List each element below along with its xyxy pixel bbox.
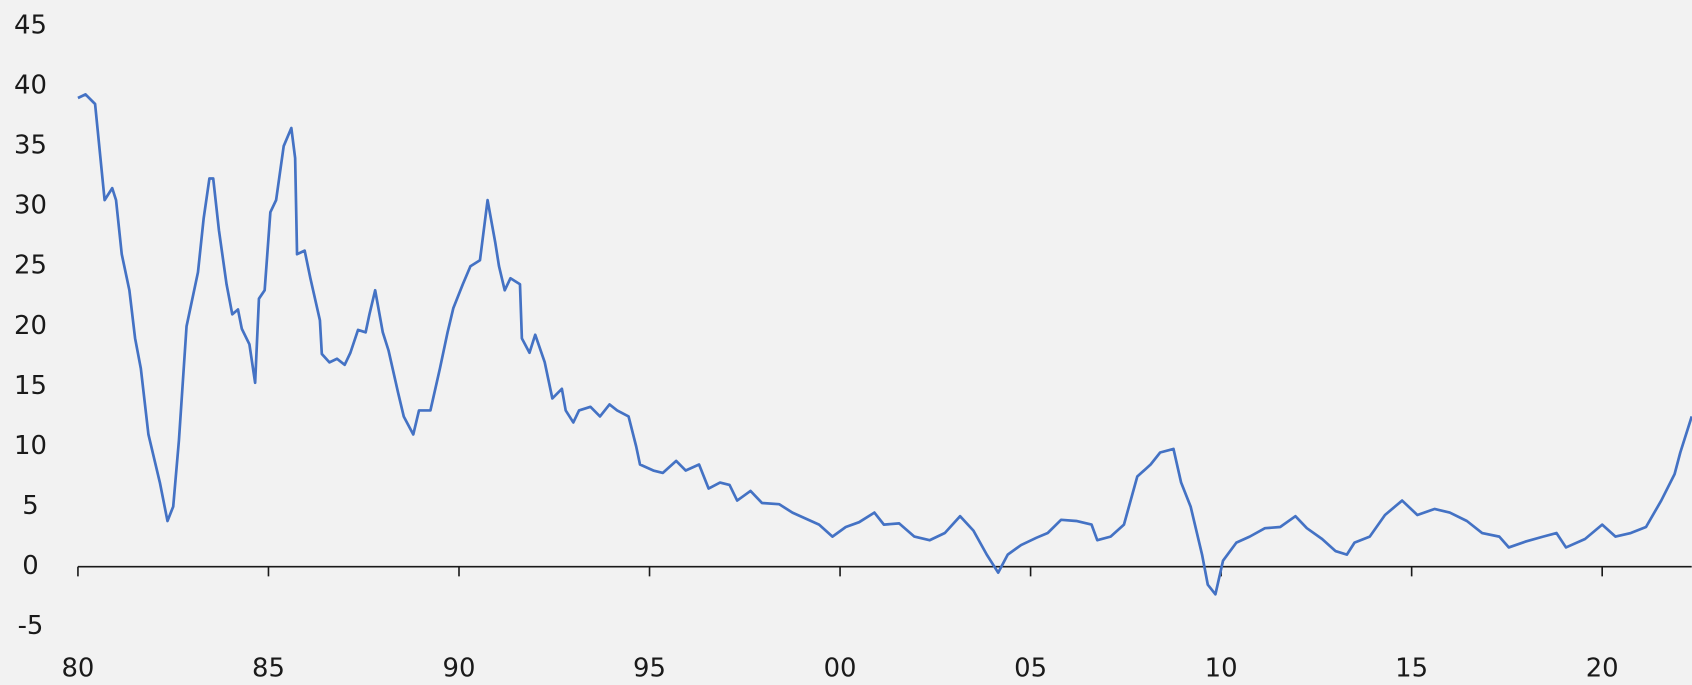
y-tick-label: 20 [14,311,47,341]
y-tick-label: 10 [14,431,47,461]
y-tick-label: -5 [18,611,44,641]
y-tick-label: 15 [14,371,47,401]
x-tick-label: 05 [1014,653,1047,683]
y-tick-label: 40 [14,70,47,100]
y-tick-label: 5 [22,491,38,521]
y-tick-label: 30 [14,191,47,221]
y-tick-label: 0 [22,551,38,581]
line-series [77,93,1692,596]
x-tick-label: 10 [1205,653,1238,683]
x-tick-label: 15 [1395,653,1428,683]
x-tick-label: 20 [1586,653,1619,683]
y-tick-label: 45 [14,10,47,40]
y-tick-label: 25 [14,251,47,281]
x-tick-label: 90 [443,653,476,683]
x-tick-label: 85 [252,653,285,683]
x-tick-label: 00 [824,653,857,683]
x-tick-label: 95 [633,653,666,683]
x-tick-label: 80 [61,653,94,683]
y-tick-label: 35 [14,131,47,161]
